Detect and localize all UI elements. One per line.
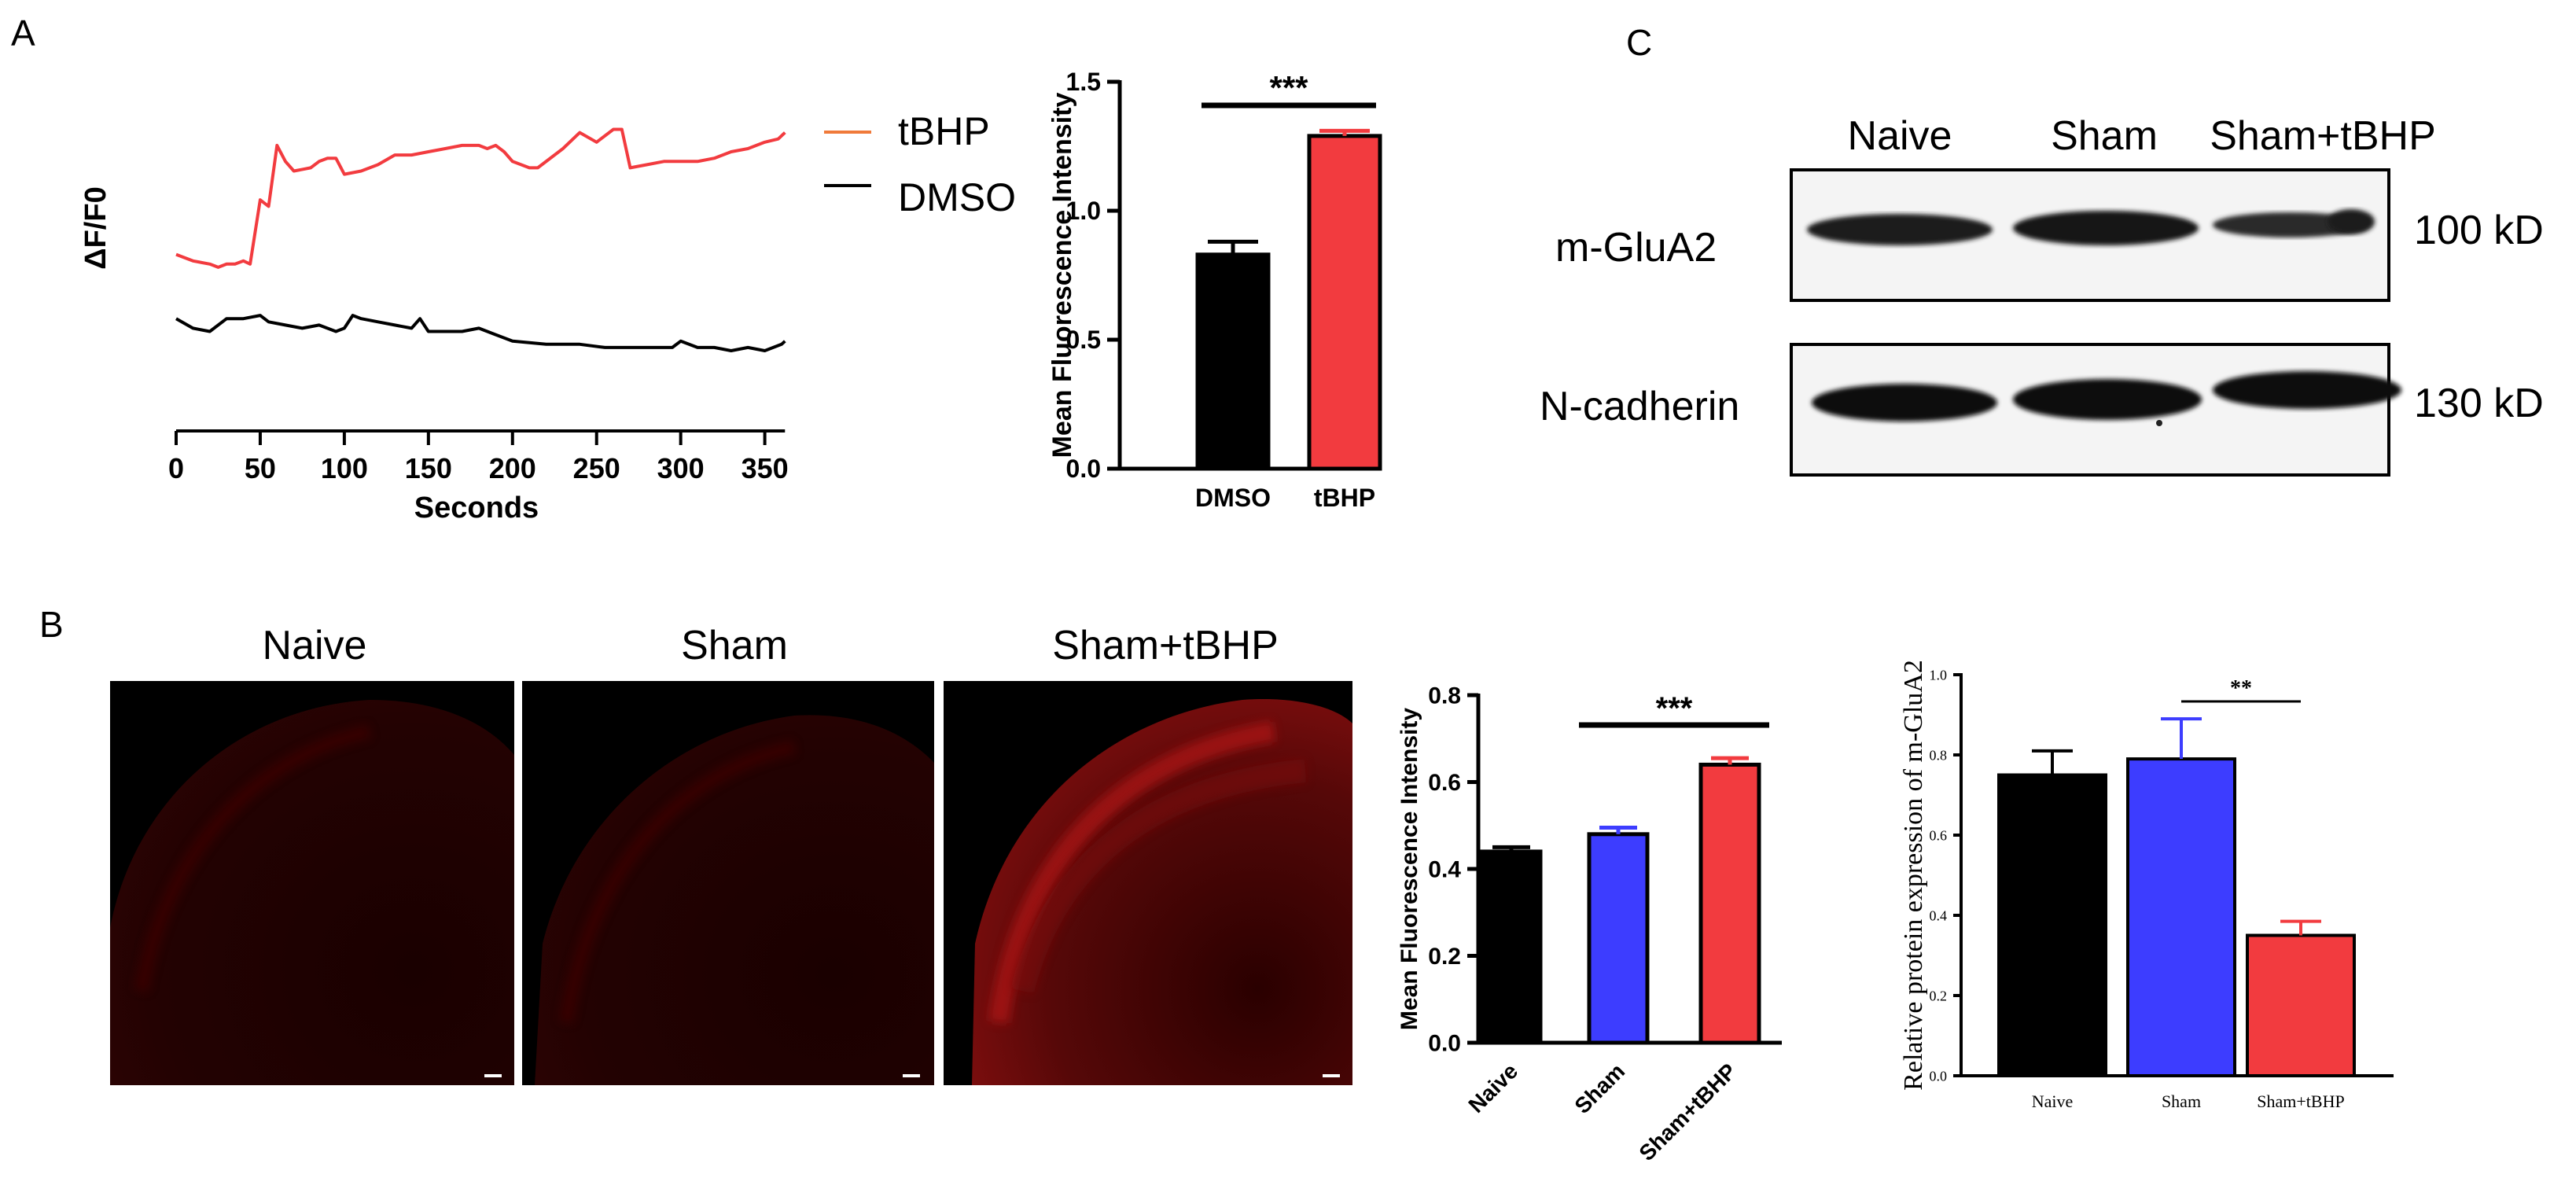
band-mglua2-sham — [2013, 211, 2199, 245]
y-tick-label: 0.5 — [1066, 326, 1101, 354]
x-tick-label: 150 — [405, 452, 452, 484]
series-line-tbhp — [175, 127, 786, 269]
x-tick-label: Naive — [1463, 1058, 1522, 1117]
line-chart-legend: tBHP DMSO — [824, 109, 1016, 219]
line-chart-xlabel: Seconds — [414, 491, 539, 525]
y-tick-label: 0.0 — [1930, 1068, 1948, 1084]
x-tick-label: Naive — [2032, 1091, 2074, 1111]
micrograph-label-naive: Naive — [263, 623, 367, 668]
scale-bar-sham-tbhp — [1323, 1074, 1340, 1077]
x-tick-label: 50 — [245, 452, 276, 484]
x-tick-label: Sham+tBHP — [2257, 1091, 2344, 1111]
band-ncadherin-naive — [1812, 384, 1997, 421]
micrograph-label-sham-tbhp: Sham+tBHP — [1052, 623, 1279, 668]
micrograph-sham-tbhp — [944, 681, 1352, 1085]
line-chart-x-axis: 0 50 100 150 200 250 300 350 — [168, 429, 789, 484]
bar-dmso — [1195, 252, 1271, 471]
x-tick-label: 200 — [489, 452, 536, 484]
x-tick-label: DMSO — [1195, 484, 1271, 512]
x-tick-label: Sham — [2162, 1091, 2201, 1111]
legend-label-dmso: DMSO — [898, 175, 1016, 219]
panel-label-a: A — [11, 13, 35, 53]
blot-strip-mglua2 — [1790, 168, 2390, 302]
x-tick-label: Sham+tBHP — [1634, 1058, 1741, 1165]
blot-lane-sham-tbhp: Sham+tBHP — [2210, 113, 2436, 159]
bar-sham — [1587, 832, 1650, 1045]
band-ncadherin-sham-tbhp — [2213, 371, 2401, 409]
band-ncadherin-sham — [2013, 379, 2202, 420]
y-axis-label: Mean Fluorescence Intensity — [1397, 708, 1422, 1030]
blot-strip-ncadherin — [1790, 343, 2401, 477]
y-tick-label: 0.6 — [1930, 827, 1948, 843]
significance-marker: ** — [2230, 676, 2252, 701]
panel-label-b: B — [39, 604, 64, 645]
y-tick-label: 0.0 — [1066, 455, 1101, 483]
panel-label-c: C — [1626, 22, 1652, 63]
band-mglua2-naive — [1807, 214, 1993, 245]
y-tick-label: 1.5 — [1066, 68, 1101, 96]
y-tick-label: 1.0 — [1066, 197, 1101, 225]
x-tick-label: 100 — [321, 452, 368, 484]
x-tick-label: 250 — [573, 452, 620, 484]
y-tick-label: 0.4 — [1930, 907, 1948, 923]
bar-naive — [1480, 849, 1543, 1045]
y-axis-label: Relative protein expression of m-GluA2 — [1899, 660, 1928, 1091]
bar-sham — [2126, 757, 2236, 1077]
micrograph-naive — [110, 681, 514, 1085]
line-chart-trace: ΔF/F0 Seconds 0 50 100 150 200 250 300 350 tBHP… — [79, 109, 1016, 525]
x-tick-label: 300 — [657, 452, 705, 484]
x-tick-label: tBHP — [1314, 484, 1375, 512]
line-chart-ylabel: ΔF/F0 — [79, 186, 112, 269]
bar-tbhp — [1307, 134, 1382, 471]
blot-lane-naive: Naive — [1848, 113, 1952, 159]
blot-size-130kd: 130 kD — [2414, 381, 2544, 426]
bar-sham-tbhp — [1698, 762, 1761, 1045]
line-chart-series — [175, 127, 786, 352]
significance-marker: *** — [1656, 691, 1693, 726]
y-tick-label: 0.8 — [1930, 747, 1948, 763]
series-line-dmso — [175, 314, 786, 352]
micrographs: Naive Sham Sham+tBHP — [110, 623, 1352, 1085]
micrograph-label-sham: Sham — [681, 623, 788, 668]
y-tick-label: 0.4 — [1428, 857, 1461, 883]
x-tick-label: 350 — [742, 452, 789, 484]
blot-protein-mglua2: m-GluA2 — [1555, 225, 1717, 271]
y-tick-label: 0.2 — [1428, 944, 1461, 970]
bar-sham-tbhp — [2246, 933, 2356, 1077]
significance-marker: *** — [1269, 69, 1308, 106]
blot-lane-sham: Sham — [2051, 113, 2158, 159]
y-axis-label: Mean Fluorescence Intensity — [1047, 93, 1077, 458]
micrograph-sham — [522, 681, 934, 1085]
scale-bar-sham — [903, 1074, 920, 1077]
x-tick-label: 0 — [168, 452, 184, 484]
bar-naive — [1997, 773, 2107, 1077]
scale-bar-naive — [484, 1074, 502, 1077]
y-tick-label: 1.0 — [1930, 667, 1948, 683]
y-tick-label: 0.0 — [1428, 1031, 1461, 1057]
x-tick-label: Sham — [1570, 1058, 1629, 1118]
y-tick-label: 0.8 — [1428, 683, 1461, 709]
blot-protein-ncadherin: N-cadherin — [1540, 384, 1739, 429]
y-tick-label: 0.2 — [1930, 988, 1948, 1003]
western-blot: Naive Sham Sham+tBHP m-GluA2 N-cadherin … — [1540, 113, 2544, 477]
legend-label-tbhp: tBHP — [898, 109, 990, 153]
y-tick-label: 0.6 — [1428, 770, 1461, 796]
blot-size-100kd: 100 kD — [2414, 208, 2544, 253]
